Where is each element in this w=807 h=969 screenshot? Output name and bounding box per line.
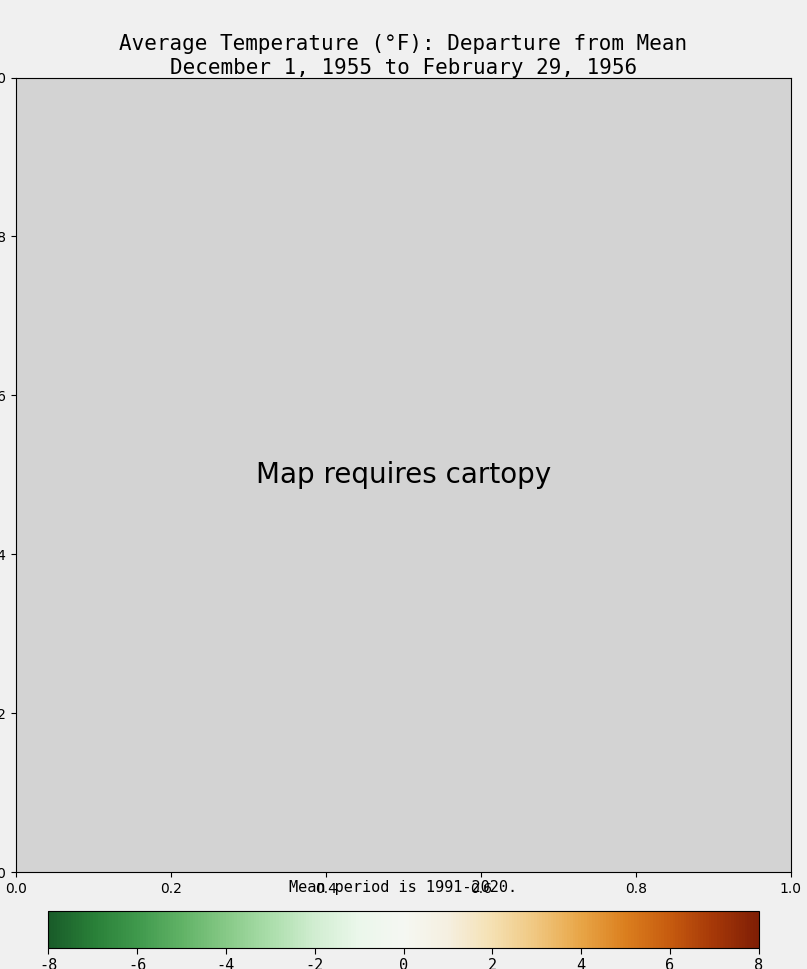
Text: December 1, 1955 to February 29, 1956: December 1, 1955 to February 29, 1956 bbox=[170, 58, 637, 78]
Text: Map requires cartopy: Map requires cartopy bbox=[256, 461, 551, 488]
Text: Average Temperature (°F): Departure from Mean: Average Temperature (°F): Departure from… bbox=[119, 34, 688, 54]
Text: Mean period is 1991-2020.: Mean period is 1991-2020. bbox=[290, 880, 517, 894]
